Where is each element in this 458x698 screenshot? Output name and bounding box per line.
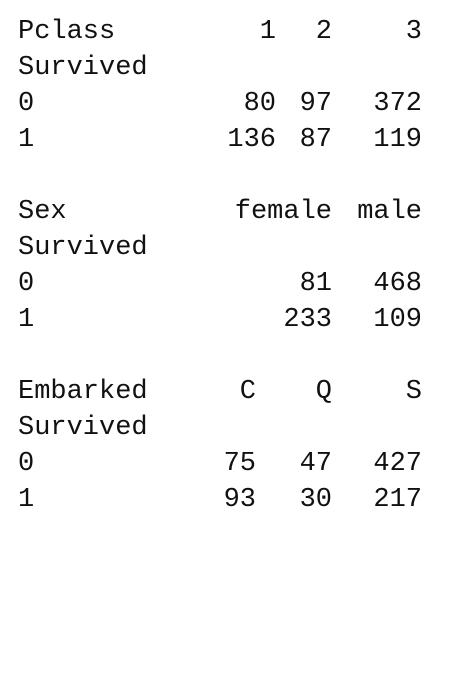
table-header-row: Sex female male [18, 194, 448, 230]
table-cell: 468 [373, 269, 422, 299]
table-cell: 81 [299, 269, 332, 299]
column-axis-label: Sex [18, 197, 67, 227]
table-cell: 75 [223, 449, 256, 479]
table-cell: 97 [299, 89, 332, 119]
table-row: 0 80 97 372 [18, 86, 448, 122]
table-header-row: Pclass 1 2 3 [18, 14, 448, 50]
table-row: 1 136 87 119 [18, 122, 448, 158]
row-index: 0 [18, 449, 35, 479]
crosstab-output: Pclass 1 2 3 Survived 0 80 97 372 1 136 … [18, 14, 448, 554]
row-index: 1 [18, 125, 35, 155]
row-index: 0 [18, 89, 35, 119]
row-index: 1 [18, 485, 35, 515]
index-label-row: Survived [18, 410, 448, 446]
table-cell: 109 [373, 305, 422, 335]
table-cell: 119 [373, 125, 422, 155]
column-header: 1 [259, 17, 276, 47]
table-cell: 217 [373, 485, 422, 515]
table-cell: 87 [299, 125, 332, 155]
column-header: 3 [405, 17, 422, 47]
index-axis-label: Survived [18, 413, 148, 443]
table-header-row: Embarked C Q S [18, 374, 448, 410]
table-cell: 47 [299, 449, 332, 479]
table-cell: 136 [227, 125, 276, 155]
column-axis-label: Embarked [18, 377, 148, 407]
index-axis-label: Survived [18, 53, 148, 83]
column-header: male [357, 197, 422, 227]
table-cell: 30 [299, 485, 332, 515]
table-cell: 80 [243, 89, 276, 119]
pclass-crosstab: Pclass 1 2 3 Survived 0 80 97 372 1 136 … [18, 14, 448, 158]
index-label-row: Survived [18, 50, 448, 86]
index-axis-label: Survived [18, 233, 148, 263]
column-header: female [234, 197, 332, 227]
row-index: 0 [18, 269, 35, 299]
table-row: 1 93 30 217 [18, 482, 448, 518]
column-header: C [239, 377, 256, 407]
column-header: 2 [315, 17, 332, 47]
table-cell: 93 [223, 485, 256, 515]
column-axis-label: Pclass [18, 17, 116, 47]
index-label-row: Survived [18, 230, 448, 266]
table-row: 0 75 47 427 [18, 446, 448, 482]
sex-crosstab: Sex female male Survived 0 81 468 1 233 … [18, 194, 448, 338]
row-index: 1 [18, 305, 35, 335]
column-header: S [405, 377, 422, 407]
column-header: Q [315, 377, 332, 407]
table-row: 1 233 109 [18, 302, 448, 338]
table-cell: 372 [373, 89, 422, 119]
table-cell: 427 [373, 449, 422, 479]
table-cell: 233 [283, 305, 332, 335]
table-row: 0 81 468 [18, 266, 448, 302]
embarked-crosstab: Embarked C Q S Survived 0 75 47 427 1 93… [18, 374, 448, 518]
